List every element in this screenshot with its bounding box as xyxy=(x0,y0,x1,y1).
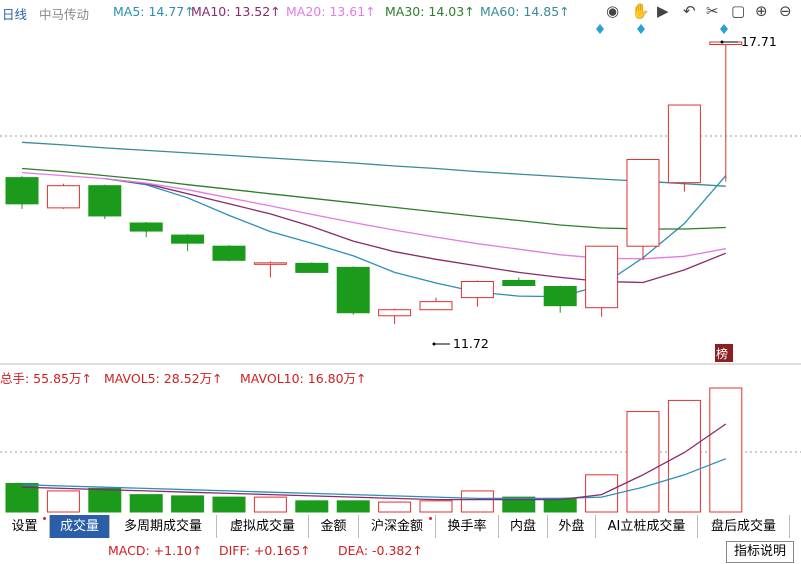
ma20-value: MA20: 13.61↑ xyxy=(286,4,376,19)
volume-bar xyxy=(46,490,80,513)
candle-up xyxy=(253,262,287,265)
ma-lines xyxy=(21,141,727,298)
tab-outer-volume[interactable]: 外盘 xyxy=(548,515,596,538)
volume-bar xyxy=(378,501,412,513)
mavol5-line xyxy=(21,423,727,501)
ma60-line xyxy=(21,141,726,187)
tab-settings[interactable]: 设置 xyxy=(0,515,50,538)
mavol10-value: MAVOL10: 16.80万↑ xyxy=(240,371,367,386)
volume-bar xyxy=(419,500,453,513)
indicator-tabs: 设置 成交量 多周期成交量 虚拟成交量 金额 沪深金额 换手率 内盘 外盘 AI… xyxy=(0,515,801,539)
candle-down xyxy=(543,286,577,307)
volume-ma-lines xyxy=(21,423,727,501)
candle-up xyxy=(667,104,701,184)
candle-up xyxy=(46,185,80,209)
ma60-value: MA60: 14.85↑ xyxy=(480,4,570,19)
macd-value: MACD: +1.10↑ xyxy=(108,543,203,558)
candle-up xyxy=(460,280,494,299)
low-label: 11.72 xyxy=(453,336,489,351)
candle-down xyxy=(129,222,163,232)
volume-bar xyxy=(502,496,536,513)
zoom-out-icon[interactable]: ⊖ xyxy=(779,2,792,20)
grid-lines xyxy=(0,135,801,453)
tab-after-hours-volume[interactable]: 盘后成交量 xyxy=(698,515,790,538)
volume-bar xyxy=(5,482,39,513)
ma10-value: MA10: 13.52↑ xyxy=(191,4,281,19)
hand-icon[interactable]: ✋ xyxy=(631,2,650,20)
tab-inner-volume[interactable]: 内盘 xyxy=(499,515,548,538)
volume-bar xyxy=(667,399,701,513)
volume-bar xyxy=(543,497,577,513)
ma30-value: MA30: 14.03↑ xyxy=(385,4,475,19)
volume-bar xyxy=(253,496,287,513)
candle-down xyxy=(212,245,246,261)
tab-volume[interactable]: 成交量 xyxy=(50,515,110,538)
low-dot xyxy=(432,342,436,346)
rank-badge-bg xyxy=(715,344,733,362)
event-marker xyxy=(637,24,645,34)
rank-badge[interactable]: 榜 xyxy=(716,346,728,361)
total-volume: 总手: 55.85万↑ xyxy=(0,371,92,386)
volume-bar xyxy=(626,411,660,513)
mavol10-line xyxy=(21,458,727,500)
candle-down xyxy=(295,262,329,273)
volume-bar xyxy=(129,494,163,513)
zoom-in-icon[interactable]: ⊕ xyxy=(755,2,768,20)
ma30-line xyxy=(21,167,726,230)
volume-bar xyxy=(336,500,370,513)
stock-name: 中马传动 xyxy=(39,7,90,22)
eye-icon[interactable]: ◉ xyxy=(606,2,620,20)
scissors-icon[interactable]: ✂ xyxy=(706,2,719,20)
period-label[interactable]: 日线 xyxy=(2,7,28,22)
volume-bar xyxy=(585,474,619,513)
volume-bar xyxy=(88,487,122,513)
play-icon[interactable]: ▶ xyxy=(657,2,669,20)
event-marker xyxy=(596,24,604,34)
dea-value: DEA: -0.382↑ xyxy=(338,543,423,558)
price-annotations: 17.71 11.72 榜 xyxy=(432,34,777,362)
candle-down xyxy=(88,185,122,217)
event-marker xyxy=(720,24,728,34)
candle-up xyxy=(626,158,660,247)
chart-toolbar: ◉ ✋ ▶ ↶ ✂ ▢ ⊕ ⊖ xyxy=(0,0,801,24)
tab-ai-volume[interactable]: AI立桩成交量 xyxy=(596,515,698,538)
high-label: 17.71 xyxy=(741,34,777,49)
candle-down xyxy=(502,279,536,287)
volume-bars xyxy=(5,387,743,513)
volume-bar xyxy=(460,490,494,513)
candles xyxy=(5,41,743,324)
lock-icon[interactable]: ▢ xyxy=(731,2,746,20)
diff-value: DIFF: +0.165↑ xyxy=(219,543,311,558)
tab-dot xyxy=(43,517,46,520)
tab-multi-period-volume[interactable]: 多周期成交量 xyxy=(110,515,217,538)
candle-down xyxy=(336,266,370,314)
candle-up xyxy=(419,301,453,311)
mavol5-value: MAVOL5: 28.52万↑ xyxy=(104,371,223,386)
ma5-line xyxy=(104,175,727,298)
tab-turnover[interactable]: 换手率 xyxy=(436,515,499,538)
volume-bar xyxy=(171,495,205,513)
volume-bar xyxy=(709,387,743,513)
candle-down xyxy=(5,177,39,205)
candle-down xyxy=(171,234,205,244)
event-markers xyxy=(596,24,728,34)
tab-virtual-volume[interactable]: 虚拟成交量 xyxy=(217,515,309,538)
candle-up xyxy=(378,309,412,317)
indicator-help-button[interactable]: 指标说明 xyxy=(726,541,794,563)
high-dot xyxy=(720,40,724,44)
volume-bar xyxy=(212,496,246,513)
ma-legend: 日线 中马传动 MA5: 14.77↑ MA10: 13.52↑ MA20: 1… xyxy=(0,0,801,24)
volume-bar xyxy=(295,500,329,513)
candle-up xyxy=(585,245,619,309)
ma5-value: MA5: 14.77↑ xyxy=(113,4,195,19)
return-icon[interactable]: ↶ xyxy=(683,2,696,20)
tab-hs-amount[interactable]: 沪深金额 xyxy=(359,515,436,538)
ma10-line xyxy=(104,177,727,284)
tab-amount[interactable]: 金额 xyxy=(309,515,359,538)
tab-dot xyxy=(429,517,432,520)
